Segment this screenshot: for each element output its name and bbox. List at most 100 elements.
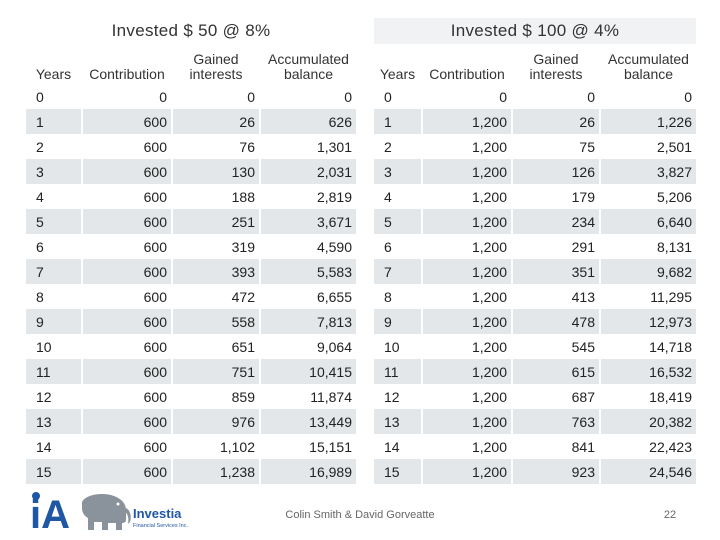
year-cell: 2 xyxy=(26,134,82,159)
table-row: 5 1,200 234 6,640 xyxy=(374,209,696,234)
interest-cell: 234 xyxy=(511,209,600,234)
left-table: Years Contribution Gained interests Accu… xyxy=(26,44,356,484)
contribution-cell: 600 xyxy=(81,259,172,284)
column-header: Accumulated balance xyxy=(599,44,696,84)
left-table-title: Invested $ 50 @ 8% xyxy=(111,21,271,40)
balance-cell: 13,449 xyxy=(259,409,356,434)
balance-cell: 3,827 xyxy=(599,159,696,184)
contribution-cell: 1,200 xyxy=(421,159,512,184)
interest-cell: 0 xyxy=(171,84,260,109)
right-panel: Invested $ 100 @ 4% Years Contribution G… xyxy=(374,18,696,484)
table-row: 1 600 26 626 xyxy=(26,109,356,134)
balance-cell: 5,583 xyxy=(259,259,356,284)
balance-cell: 6,655 xyxy=(259,284,356,309)
year-cell: 0 xyxy=(26,84,82,109)
contribution-cell: 0 xyxy=(81,84,172,109)
contribution-cell: 1,200 xyxy=(421,459,512,484)
contribution-cell: 0 xyxy=(421,84,512,109)
contribution-cell: 600 xyxy=(81,209,172,234)
balance-cell: 24,546 xyxy=(599,459,696,484)
contribution-cell: 600 xyxy=(81,359,172,384)
table-row: 15 1,200 923 24,546 xyxy=(374,459,696,484)
logo-graphic: iA Investia Financial Services Inc. xyxy=(30,492,188,537)
contribution-cell: 600 xyxy=(81,334,172,359)
right-table-body: 0 0 0 0 1 1,200 26 1,226 2 1,200 75 2,501 3 1,200 126 3… xyxy=(374,84,696,484)
interest-cell: 841 xyxy=(511,434,600,459)
balance-cell: 20,382 xyxy=(599,409,696,434)
balance-cell: 22,423 xyxy=(599,434,696,459)
year-cell: 7 xyxy=(26,259,82,284)
table-row: 3 1,200 126 3,827 xyxy=(374,159,696,184)
column-header: Accumulated balance xyxy=(259,44,356,84)
page-number: 22 xyxy=(663,509,677,521)
interest-cell: 130 xyxy=(171,159,260,184)
balance-cell: 7,813 xyxy=(259,309,356,334)
table-row: 11 1,200 615 16,532 xyxy=(374,359,696,384)
table-row: 8 1,200 413 11,295 xyxy=(374,284,696,309)
year-cell: 8 xyxy=(374,284,422,309)
contribution-cell: 600 xyxy=(81,434,172,459)
year-cell: 9 xyxy=(26,309,82,334)
year-cell: 15 xyxy=(374,459,422,484)
year-cell: 4 xyxy=(374,184,422,209)
interest-cell: 478 xyxy=(511,309,600,334)
contribution-cell: 600 xyxy=(81,384,172,409)
contribution-cell: 1,200 xyxy=(421,309,512,334)
table-row: 2 1,200 75 2,501 xyxy=(374,134,696,159)
contribution-cell: 1,200 xyxy=(421,184,512,209)
year-cell: 3 xyxy=(26,159,82,184)
interest-cell: 319 xyxy=(171,234,260,259)
interest-cell: 545 xyxy=(511,334,600,359)
year-cell: 5 xyxy=(26,209,82,234)
interest-cell: 76 xyxy=(171,134,260,159)
balance-cell: 9,064 xyxy=(259,334,356,359)
table-row: 11 600 751 10,415 xyxy=(26,359,356,384)
table-row: 4 1,200 179 5,206 xyxy=(374,184,696,209)
column-header: Contribution xyxy=(421,44,512,84)
contribution-cell: 1,200 xyxy=(421,209,512,234)
balance-cell: 10,415 xyxy=(259,359,356,384)
right-table-title: Invested $ 100 @ 4% xyxy=(374,18,696,44)
interest-cell: 26 xyxy=(511,109,600,134)
year-cell: 15 xyxy=(26,459,82,484)
year-cell: 10 xyxy=(26,334,82,359)
table-row: 1 1,200 26 1,226 xyxy=(374,109,696,134)
table-row: 10 600 651 9,064 xyxy=(26,334,356,359)
table-row: 9 1,200 478 12,973 xyxy=(374,309,696,334)
balance-cell: 5,206 xyxy=(599,184,696,209)
interest-cell: 763 xyxy=(511,409,600,434)
interest-cell: 687 xyxy=(511,384,600,409)
contribution-cell: 600 xyxy=(81,134,172,159)
interest-cell: 751 xyxy=(171,359,260,384)
balance-cell: 6,640 xyxy=(599,209,696,234)
table-row: 13 600 976 13,449 xyxy=(26,409,356,434)
year-cell: 14 xyxy=(374,434,422,459)
year-cell: 12 xyxy=(26,384,82,409)
contribution-cell: 600 xyxy=(81,284,172,309)
year-cell: 13 xyxy=(374,409,422,434)
year-cell: 14 xyxy=(26,434,82,459)
elephant-icon xyxy=(82,494,131,530)
interest-cell: 251 xyxy=(171,209,260,234)
balance-cell: 626 xyxy=(259,109,356,134)
year-cell: 8 xyxy=(26,284,82,309)
interest-cell: 1,102 xyxy=(171,434,260,459)
table-row: 4 600 188 2,819 xyxy=(26,184,356,209)
balance-cell: 11,295 xyxy=(599,284,696,309)
year-cell: 11 xyxy=(374,359,422,384)
contribution-cell: 1,200 xyxy=(421,334,512,359)
table-row: 14 600 1,102 15,151 xyxy=(26,434,356,459)
contribution-cell: 1,200 xyxy=(421,134,512,159)
balance-cell: 12,973 xyxy=(599,309,696,334)
contribution-cell: 600 xyxy=(81,459,172,484)
balance-cell: 16,532 xyxy=(599,359,696,384)
right-header-row: Years Contribution Gained interests Accu… xyxy=(374,44,696,84)
interest-cell: 976 xyxy=(171,409,260,434)
contribution-cell: 1,200 xyxy=(421,409,512,434)
table-row: 8 600 472 6,655 xyxy=(26,284,356,309)
year-cell: 12 xyxy=(374,384,422,409)
logo-subtitle: Financial Services Inc. xyxy=(133,523,188,529)
balance-cell: 2,819 xyxy=(259,184,356,209)
logo-name: Investia xyxy=(133,506,182,521)
